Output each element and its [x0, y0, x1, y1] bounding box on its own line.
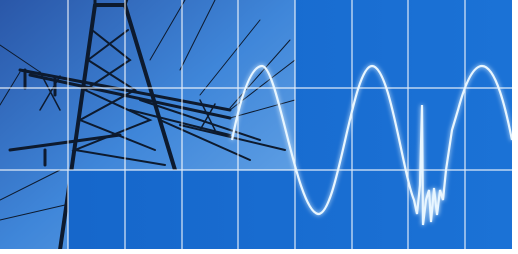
banner [0, 0, 518, 254]
bottom-edge [0, 249, 518, 254]
right-edge [512, 0, 518, 254]
